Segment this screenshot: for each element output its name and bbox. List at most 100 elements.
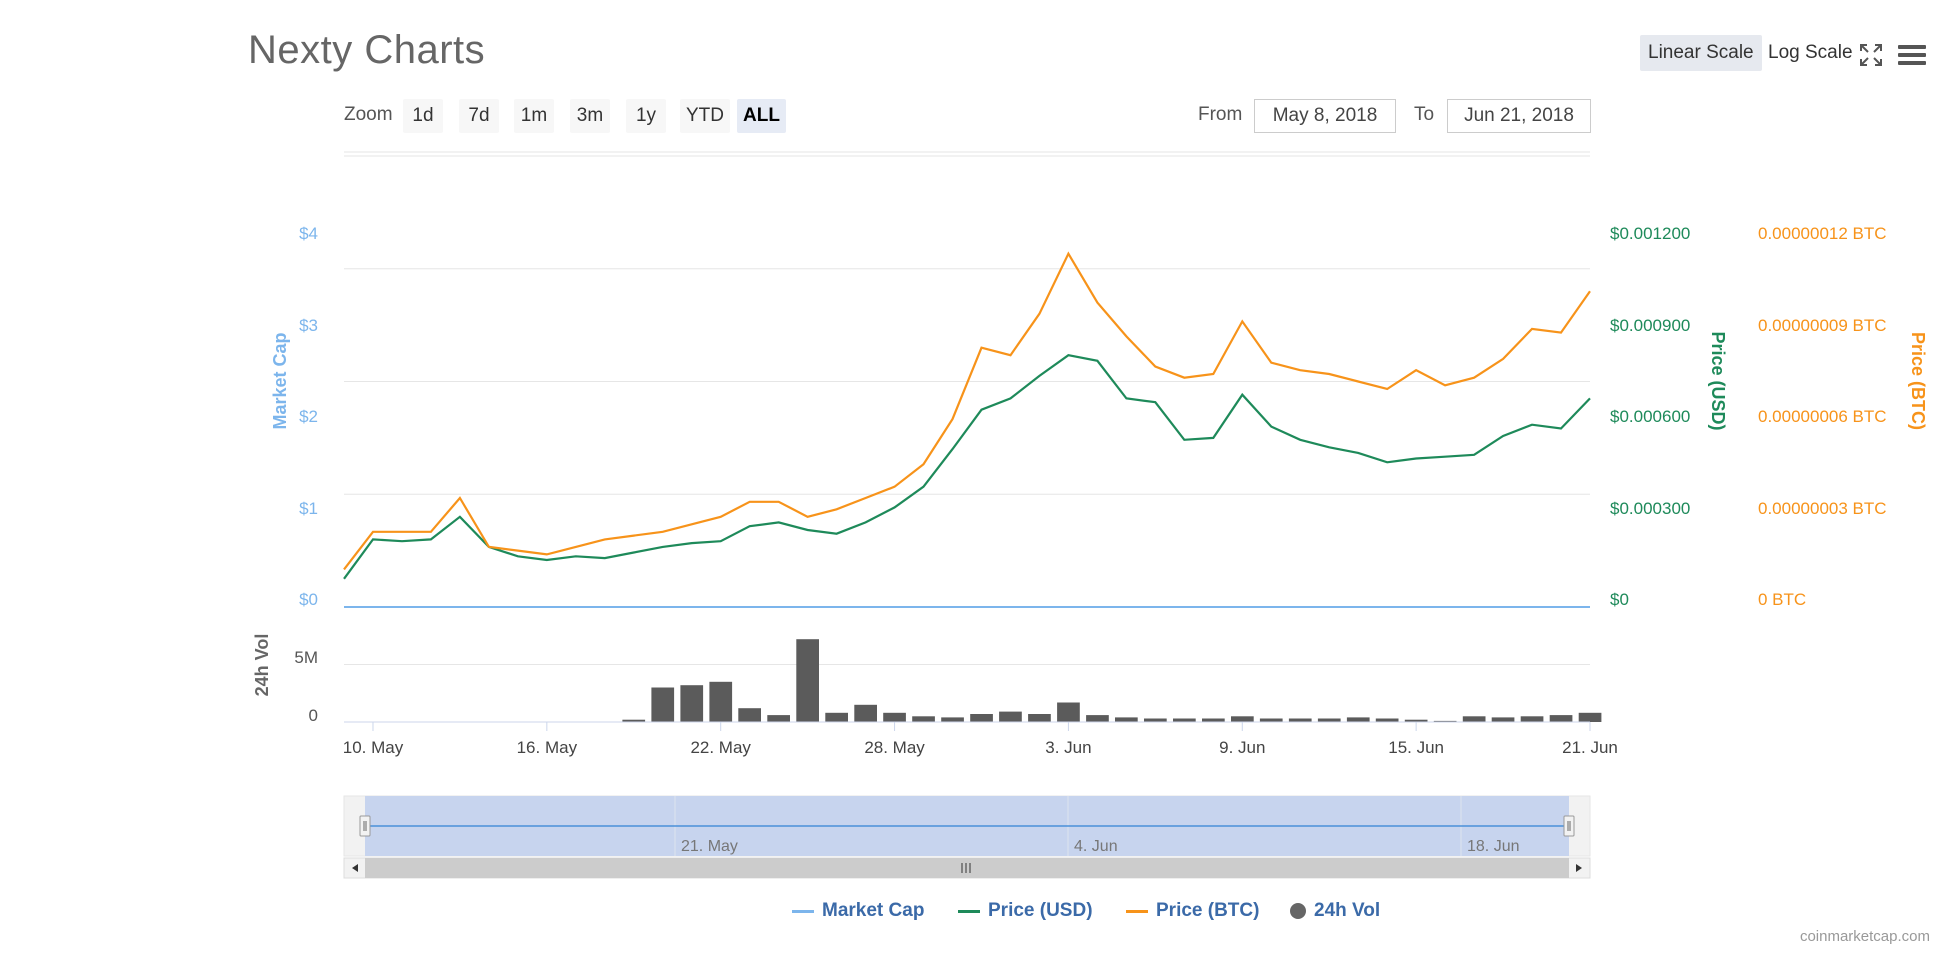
price-btc-axis-title: Price (BTC) [1908, 332, 1928, 430]
x-tick-label: 10. May [343, 738, 404, 757]
usd-tick-0: $0 [1610, 590, 1629, 609]
volume-bar [825, 712, 848, 722]
price-btc-line [343, 251, 1591, 571]
x-tick-label: 9. Jun [1219, 738, 1265, 757]
price-usd-line [343, 354, 1591, 580]
zoom-1m-button[interactable]: 1m [514, 99, 554, 133]
volume-bar [1433, 720, 1457, 722]
mc-tick-4: $4 [299, 224, 318, 243]
legend-24h-vol[interactable]: 24h Vol [1290, 898, 1380, 924]
volume-bar [1404, 719, 1428, 722]
credit-link[interactable]: coinmarketcap.com [1799, 928, 1930, 945]
gridlines [344, 151, 1590, 723]
x-tick-label: 22. May [690, 738, 751, 757]
btc-tick-1: 0.00000003 BTC [1758, 499, 1887, 518]
volume-bar [738, 708, 761, 722]
zoom-1d-button[interactable]: 1d [403, 99, 443, 133]
volume-bar [1173, 718, 1196, 722]
legend-market-cap[interactable]: Market Cap [792, 898, 924, 924]
btc-tick-3: 0.00000009 BTC [1758, 316, 1887, 335]
volume-bar [709, 681, 733, 723]
to-date-input[interactable]: Jun 21, 2018 [1447, 99, 1591, 133]
btc-tick-0: 0 BTC [1758, 590, 1806, 609]
volume-bar [1317, 718, 1341, 722]
menu-icon[interactable] [1897, 42, 1927, 68]
scrollbar-thumb[interactable] [365, 858, 1569, 878]
line-swatch-icon [1126, 909, 1148, 913]
zoom-1y-button[interactable]: 1y [626, 99, 666, 133]
volume-bar [1549, 715, 1573, 722]
volume-axis: 5M 0 24h Vol [252, 634, 318, 725]
mc-tick-0: $0 [299, 590, 318, 609]
vol-tick-5m: 5M [294, 648, 318, 667]
mc-tick-1: $1 [299, 499, 318, 518]
scroll-right-arrow-icon[interactable] [1576, 864, 1582, 872]
zoom-7d-button[interactable]: 7d [459, 99, 499, 133]
page-title: Nexty Charts [248, 28, 486, 72]
chart-canvas: 10. May 16. May 22. May 28. May 3. Jun 9. Jun… [252, 151, 1928, 879]
volume-bar [680, 685, 704, 722]
volume-bar [912, 716, 935, 723]
volume-axis-title: 24h Vol [252, 634, 272, 697]
x-tick-label: 16. May [517, 738, 578, 757]
volume-bar [1202, 718, 1225, 722]
line-swatch-icon [958, 909, 980, 913]
line-swatch-icon [792, 909, 814, 913]
market-cap-axis-title: Market Cap [270, 332, 290, 429]
usd-tick-4: $0.001200 [1610, 224, 1690, 243]
legend-price-btc[interactable]: Price (BTC) [1126, 898, 1259, 924]
price-btc-axis: 0.00000012 BTC 0.00000009 BTC 0.00000006… [1758, 224, 1928, 609]
to-label: To [1414, 104, 1435, 125]
volume-bar [1491, 717, 1515, 722]
zoom-3m-button[interactable]: 3m [570, 99, 610, 133]
volume-bar [970, 714, 993, 722]
btc-tick-2: 0.00000006 BTC [1758, 407, 1887, 426]
volume-bar [1346, 717, 1370, 722]
volume-bar [1259, 718, 1283, 722]
legend-price-usd[interactable]: Price (USD) [958, 898, 1093, 924]
volume-bar [622, 719, 646, 722]
btc-tick-4: 0.00000012 BTC [1758, 224, 1887, 243]
x-tick-label: 21. Jun [1562, 738, 1618, 757]
navigator-right-handle[interactable] [1563, 815, 1575, 837]
from-date-input[interactable]: May 8, 2018 [1254, 99, 1396, 133]
mc-tick-3: $3 [299, 316, 318, 335]
volume-bar [1520, 716, 1544, 723]
volume-bar [1115, 717, 1138, 722]
volume-bar [1057, 702, 1080, 722]
linear-scale-button[interactable]: Linear Scale [1640, 35, 1762, 71]
mc-tick-2: $2 [299, 407, 318, 426]
zoom-all-button[interactable]: ALL [737, 99, 786, 133]
fullscreen-icon[interactable] [1858, 42, 1884, 68]
navigator[interactable]: 21. May 4. Jun 18. Jun [343, 795, 1591, 857]
x-tick-label: 15. Jun [1388, 738, 1444, 757]
navigator-scrollbar[interactable] [343, 857, 1591, 879]
volume-bar [999, 711, 1022, 722]
x-tick-label: 3. Jun [1045, 738, 1091, 757]
navigator-label-1: 21. May [681, 838, 738, 855]
navigator-label-2: 4. Jun [1074, 838, 1118, 855]
volume-bars [622, 639, 1602, 723]
vol-tick-0: 0 [309, 706, 318, 725]
navigator-label-3: 18. Jun [1467, 838, 1519, 855]
volume-bar [1462, 716, 1486, 723]
scroll-left-arrow-icon[interactable] [352, 864, 358, 872]
market-cap-axis: $4 $3 $2 $1 $0 Market Cap [270, 224, 318, 609]
price-usd-axis: $0.001200 $0.000900 $0.000600 $0.000300 … [1610, 224, 1728, 609]
x-axis-ticks: 10. May 16. May 22. May 28. May 3. Jun 9. Jun… [343, 722, 1618, 757]
x-tick-label: 28. May [864, 738, 925, 757]
volume-bar [767, 715, 790, 722]
circle-swatch-icon [1290, 903, 1306, 919]
volume-bar [1375, 718, 1399, 722]
volume-bar [1144, 718, 1167, 722]
volume-bar [651, 687, 675, 722]
navigator-left-handle[interactable] [359, 815, 371, 837]
from-label: From [1198, 104, 1243, 125]
usd-tick-2: $0.000600 [1610, 407, 1690, 426]
volume-bar [796, 639, 819, 722]
zoom-ytd-button[interactable]: YTD [680, 99, 730, 133]
zoom-label: Zoom [344, 104, 393, 125]
volume-bar [941, 717, 964, 722]
log-scale-button[interactable]: Log Scale [1768, 42, 1853, 63]
